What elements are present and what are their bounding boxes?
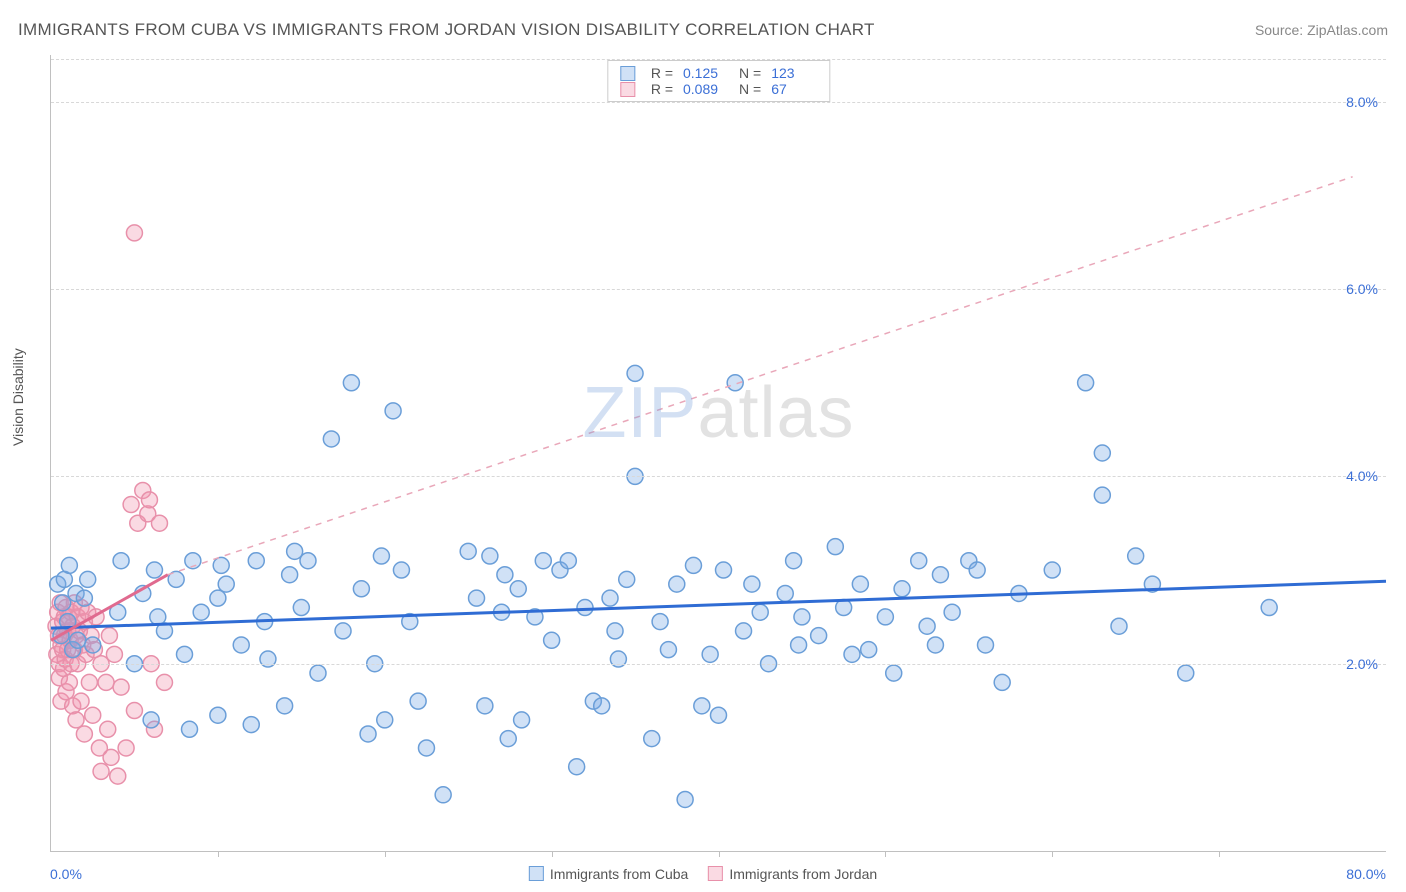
correlation-legend: R = 0.125 N = 123 R = 0.089 N = 67	[607, 60, 830, 102]
n-value: 123	[771, 65, 817, 81]
legend-label: Immigrants from Cuba	[550, 866, 688, 882]
plot-svg	[51, 55, 1386, 851]
source-link[interactable]: ZipAtlas.com	[1307, 22, 1388, 38]
r-value: 0.089	[683, 81, 729, 97]
x-tick-min: 0.0%	[50, 866, 82, 882]
legend-label: Immigrants from Jordan	[729, 866, 877, 882]
y-tick: 2.0%	[1346, 656, 1378, 672]
legend-swatch-jordan	[620, 82, 635, 97]
source-label: Source:	[1255, 22, 1303, 38]
title-bar: IMMIGRANTS FROM CUBA VS IMMIGRANTS FROM …	[18, 20, 1388, 40]
n-label: N =	[739, 65, 761, 81]
chart-title: IMMIGRANTS FROM CUBA VS IMMIGRANTS FROM …	[18, 20, 875, 40]
legend-swatch-jordan	[708, 866, 723, 881]
source: Source: ZipAtlas.com	[1255, 22, 1388, 38]
chart-area: ZIPatlas R = 0.125 N = 123 R = 0.089 N =…	[50, 55, 1386, 852]
y-tick: 6.0%	[1346, 281, 1378, 297]
r-label: R =	[651, 81, 673, 97]
r-label: R =	[651, 65, 673, 81]
legend-row-cuba: R = 0.125 N = 123	[620, 65, 817, 81]
n-label: N =	[739, 81, 761, 97]
r-value: 0.125	[683, 65, 729, 81]
legend-row-jordan: R = 0.089 N = 67	[620, 81, 817, 97]
y-axis-label: Vision Disability	[10, 348, 26, 446]
n-value: 67	[771, 81, 817, 97]
y-tick: 4.0%	[1346, 468, 1378, 484]
legend-swatch-cuba	[529, 866, 544, 881]
bottom-legend: Immigrants from Cuba Immigrants from Jor…	[529, 866, 877, 882]
legend-item-cuba: Immigrants from Cuba	[529, 866, 688, 882]
legend-swatch-cuba	[620, 66, 635, 81]
legend-item-jordan: Immigrants from Jordan	[708, 866, 877, 882]
y-tick: 8.0%	[1346, 94, 1378, 110]
x-tick-max: 80.0%	[1346, 866, 1386, 882]
